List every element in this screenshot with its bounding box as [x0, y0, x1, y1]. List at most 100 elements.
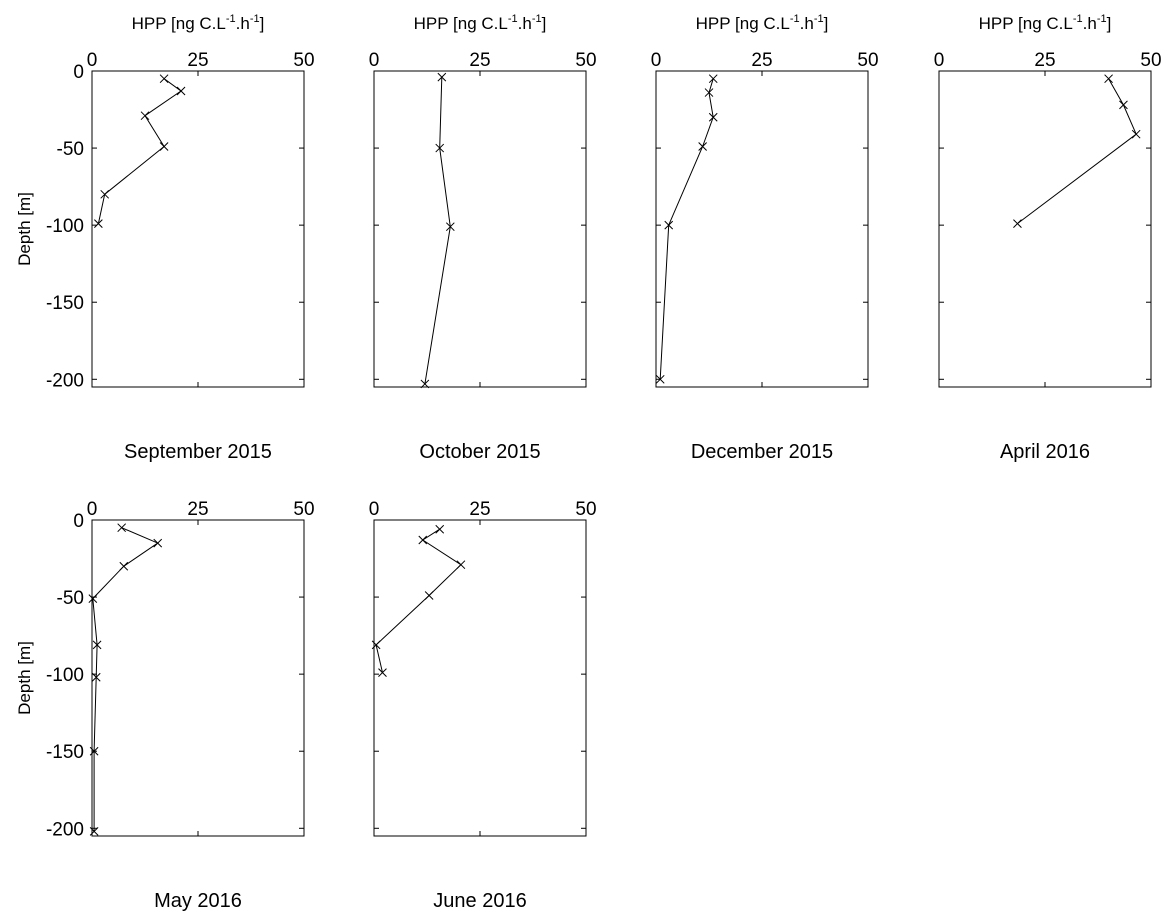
- data-point: [435, 524, 445, 534]
- plot-frame: [91, 519, 305, 837]
- y-axis-title: Depth [m]: [15, 641, 34, 715]
- series-line: [92, 527, 159, 832]
- x-axis-title-part: -1: [532, 13, 542, 25]
- data-point: [1104, 74, 1113, 84]
- data-point: [1119, 100, 1128, 110]
- y-axis-title: Depth [m]: [15, 192, 34, 266]
- x-tick-label: 0: [369, 50, 380, 71]
- x-tick-label: 25: [187, 50, 208, 71]
- x-axis-title-part: HPP [ng C.L: [979, 14, 1073, 33]
- x-axis-title: HPP [ng C.L-1.h-1]: [979, 13, 1112, 33]
- marker-stroke: [159, 142, 169, 151]
- subplot-caption: April 2016: [1000, 441, 1090, 463]
- data-point: [420, 379, 430, 389]
- data-point: [1013, 219, 1022, 228]
- y-tick-label: -150: [46, 742, 84, 763]
- x-tick-label: 0: [87, 499, 98, 520]
- data-point: [89, 746, 99, 756]
- data-point: [1131, 129, 1141, 139]
- x-axis-title-part: ]: [260, 14, 265, 33]
- y-tick-label: -50: [57, 139, 84, 160]
- data-point: [91, 672, 101, 682]
- y-tick-label: -100: [46, 216, 84, 237]
- data-point: [418, 535, 428, 545]
- marker-stroke: [445, 222, 455, 232]
- data-point: [159, 142, 169, 151]
- x-axis-title: HPP [ng C.L-1.h-1]: [132, 13, 265, 33]
- subplot-caption: May 2016: [154, 890, 242, 912]
- x-axis-title-part: ]: [824, 14, 829, 33]
- data-point: [424, 591, 434, 600]
- subplot: 0 25 50 0 -50 -100 -150 -200 Depth [m] May 2016: [15, 499, 315, 912]
- y-tick-label: -200: [46, 370, 84, 391]
- data-point: [117, 523, 127, 533]
- marker-stroke: [371, 640, 381, 650]
- data-point: [378, 668, 387, 677]
- marker-stroke: [117, 523, 127, 533]
- marker-stroke: [1013, 219, 1022, 228]
- data-point: [89, 827, 99, 836]
- plot-frame: [655, 70, 869, 388]
- data-point: [708, 74, 718, 84]
- marker-stroke: [1131, 129, 1141, 139]
- x-axis-title-part: ]: [542, 14, 547, 33]
- marker-stroke: [418, 535, 428, 545]
- marker-stroke: [92, 640, 102, 650]
- x-tick-label: 25: [469, 499, 490, 520]
- x-tick-label: 50: [857, 50, 878, 71]
- data-point: [704, 88, 714, 97]
- marker-stroke: [100, 189, 110, 199]
- data-point: [456, 560, 466, 570]
- marker-stroke: [378, 668, 387, 677]
- series-line: [375, 528, 462, 673]
- x-axis-title-part: -1: [226, 13, 236, 25]
- y-tick-label: 0: [73, 62, 84, 83]
- x-axis-title-part: .h: [236, 14, 250, 33]
- data-point: [708, 112, 718, 122]
- x-tick-label: 50: [575, 499, 596, 520]
- plot-frame: [373, 70, 587, 388]
- marker-stroke: [708, 74, 718, 84]
- x-tick-label: 25: [751, 50, 772, 71]
- plot-frame: [938, 70, 1152, 388]
- x-axis-title-part: -1: [814, 13, 824, 25]
- subplot-caption: October 2015: [419, 441, 540, 463]
- data-point: [92, 640, 102, 650]
- marker-stroke: [94, 219, 103, 228]
- marker-stroke: [655, 374, 665, 384]
- series-line: [659, 78, 714, 380]
- y-tick-label: -200: [46, 819, 84, 840]
- x-tick-label: 0: [651, 50, 662, 71]
- marker-stroke: [698, 142, 707, 151]
- marker-stroke: [708, 112, 718, 122]
- marker-stroke: [91, 672, 101, 682]
- data-point: [94, 219, 103, 228]
- marker-stroke: [437, 72, 447, 82]
- series-line: [424, 77, 451, 384]
- x-axis-title: HPP [ng C.L-1.h-1]: [414, 13, 547, 33]
- x-tick-label: 50: [293, 499, 314, 520]
- subplot-caption: June 2016: [433, 890, 526, 912]
- marker-stroke: [88, 594, 98, 603]
- marker-stroke: [435, 143, 445, 153]
- marker-stroke: [424, 591, 434, 600]
- data-point: [100, 189, 110, 199]
- x-axis-title-part: HPP [ng C.L: [696, 14, 790, 33]
- marker-stroke: [1104, 74, 1113, 84]
- x-axis-title-part: -1: [250, 13, 260, 25]
- x-axis-title-part: HPP [ng C.L: [414, 14, 508, 33]
- x-tick-label: 50: [293, 50, 314, 71]
- marker-stroke: [176, 86, 186, 96]
- x-axis-title-part: .h: [518, 14, 532, 33]
- marker-stroke: [1119, 100, 1128, 110]
- marker-stroke: [119, 561, 129, 571]
- data-point: [159, 74, 169, 84]
- data-point: [176, 86, 186, 96]
- y-tick-label: -150: [46, 293, 84, 314]
- subplot: 0 25 50 June 2016: [369, 499, 597, 912]
- y-tick-label: -100: [46, 665, 84, 686]
- x-tick-label: 25: [1034, 50, 1055, 71]
